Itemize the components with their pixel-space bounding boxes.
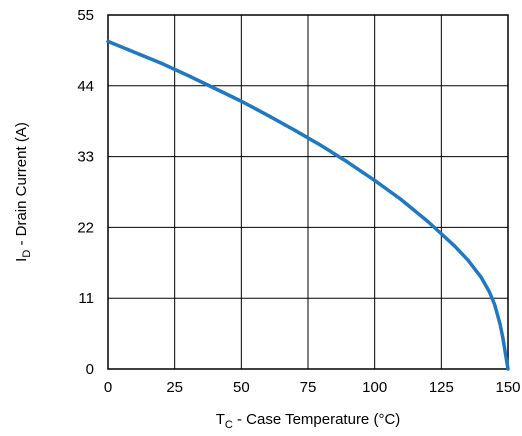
y-axis-label: ID - Drain Current (A) <box>13 122 33 262</box>
series-group <box>106 39 510 371</box>
y-tick-label: 11 <box>78 290 94 307</box>
x-tick-label: 75 <box>300 379 317 396</box>
y-tick-label: 0 <box>86 361 94 378</box>
x-tick-label: 25 <box>166 379 183 396</box>
y-tick-label: 44 <box>77 78 94 95</box>
y-axis-label-subscript: D <box>21 250 33 258</box>
x-axis-label: TC - Case Temperature (°C) <box>216 411 401 431</box>
y-tick-label: 33 <box>77 149 94 166</box>
y-tick-label: 22 <box>77 219 94 236</box>
grid <box>108 15 508 369</box>
x-tick-labels: 0 25 50 75 100 125 150 <box>104 379 521 396</box>
x-tick-label: 50 <box>233 379 250 396</box>
series-line <box>106 39 510 371</box>
y-tick-labels: 0 11 22 33 44 55 <box>77 7 94 378</box>
x-tick-label: 125 <box>429 379 454 396</box>
x-tick-label: 0 <box>104 379 112 396</box>
plot-area <box>107 14 509 370</box>
x-tick-label: 150 <box>495 379 520 396</box>
x-axis-label-subscript: C <box>225 419 233 431</box>
y-tick-label: 55 <box>77 7 94 24</box>
x-tick-label: 100 <box>362 379 387 396</box>
